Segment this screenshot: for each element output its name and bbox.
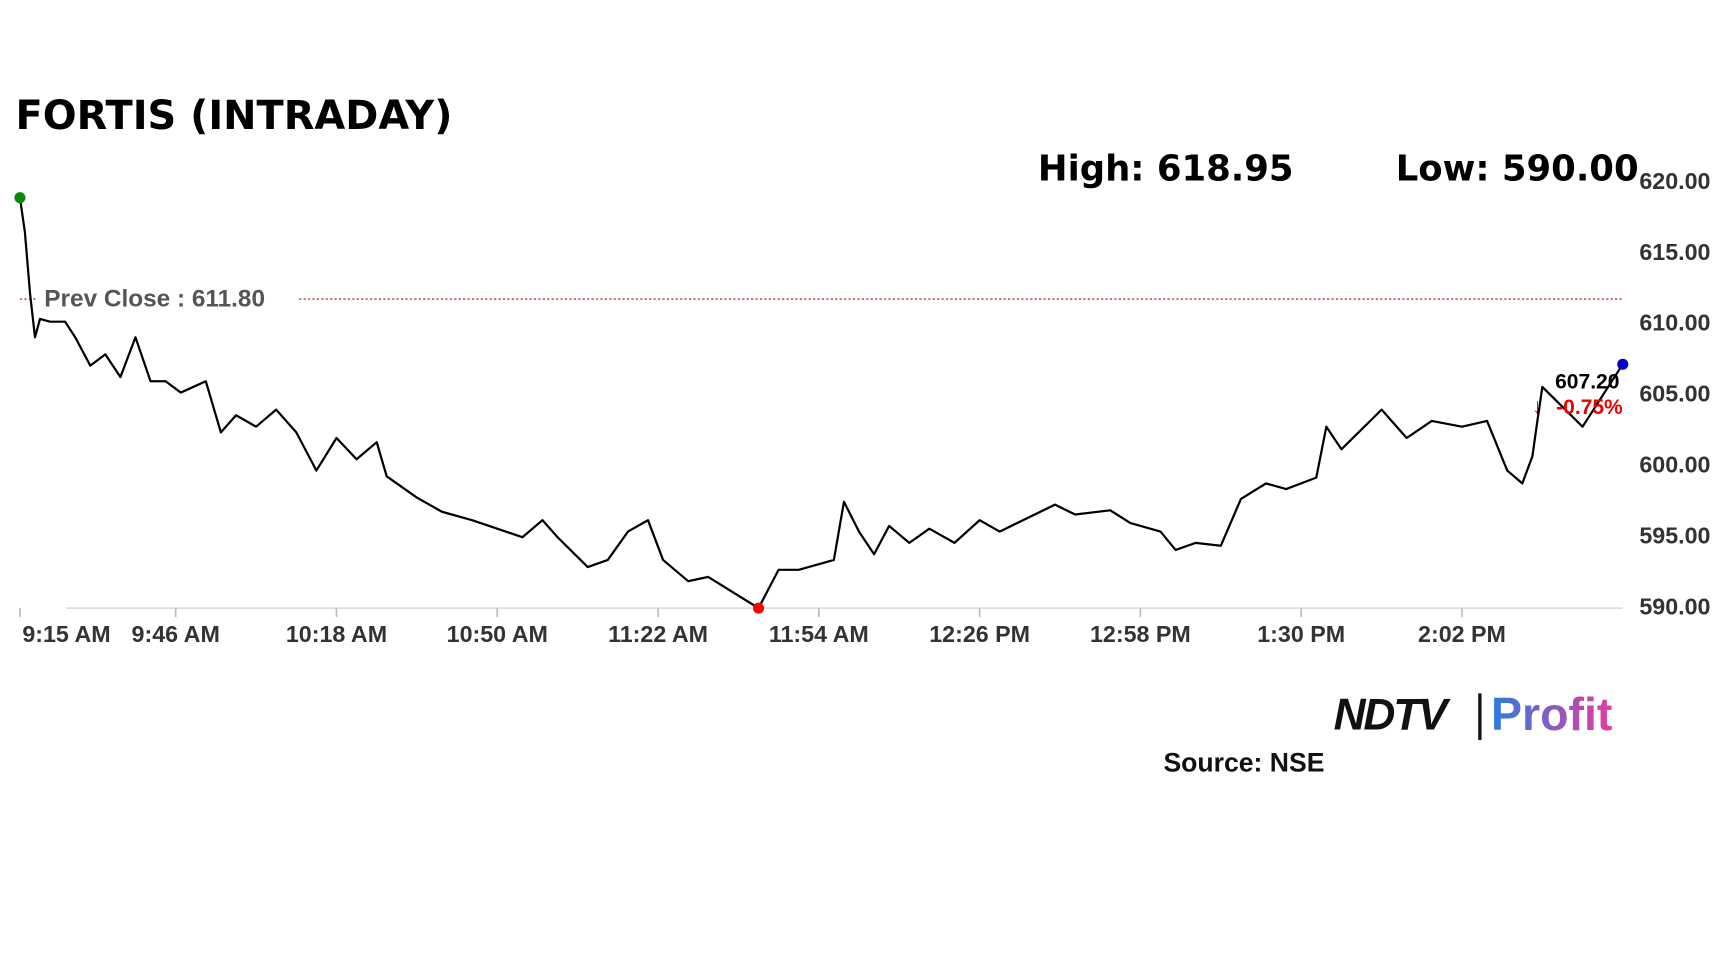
chart-title: FORTIS (INTRADAY) bbox=[16, 93, 453, 139]
y-tick-label: 615.00 bbox=[1639, 239, 1710, 265]
y-tick-label: 610.00 bbox=[1639, 310, 1710, 336]
down-arrow: ↓ bbox=[1532, 393, 1543, 418]
x-tick-label: 9:46 AM bbox=[132, 621, 220, 647]
y-tick-label: 595.00 bbox=[1639, 522, 1710, 548]
x-tick-label: 1:30 PM bbox=[1257, 621, 1345, 647]
logo-left: NDTV bbox=[1334, 690, 1451, 739]
x-tick-label: 10:50 AM bbox=[447, 621, 548, 647]
high-label: High: 618.95 bbox=[1038, 149, 1294, 190]
last-marker bbox=[1617, 358, 1629, 370]
x-tick-label: 12:58 PM bbox=[1090, 621, 1191, 647]
source: Source: NSE bbox=[1163, 747, 1324, 777]
low-marker bbox=[753, 602, 765, 614]
first-marker bbox=[14, 192, 26, 204]
x-tick-label: 11:22 AM bbox=[608, 621, 708, 647]
prev-close-label: Prev Close : 611.80 bbox=[44, 286, 265, 313]
y-tick-label: 605.00 bbox=[1639, 381, 1710, 407]
change-label: -0.75% bbox=[1556, 396, 1623, 419]
y-tick-label: 620.00 bbox=[1639, 168, 1710, 194]
price-line bbox=[18, 197, 1624, 610]
x-tick-label: 10:18 AM bbox=[286, 621, 387, 647]
y-tick-label: 600.00 bbox=[1639, 451, 1710, 477]
y-tick-label: 590.00 bbox=[1639, 593, 1710, 619]
x-tick-label: 9:15 AM bbox=[22, 621, 110, 647]
x-tick-label: 12:26 PM bbox=[929, 621, 1030, 647]
x-tick-label: 11:54 AM bbox=[769, 621, 869, 647]
last-price-label: 607.20 bbox=[1555, 371, 1619, 394]
low-label: Low: 590.00 bbox=[1396, 149, 1639, 190]
logo-right: Profit bbox=[1491, 688, 1612, 740]
x-tick-label: 2:02 PM bbox=[1418, 621, 1506, 647]
